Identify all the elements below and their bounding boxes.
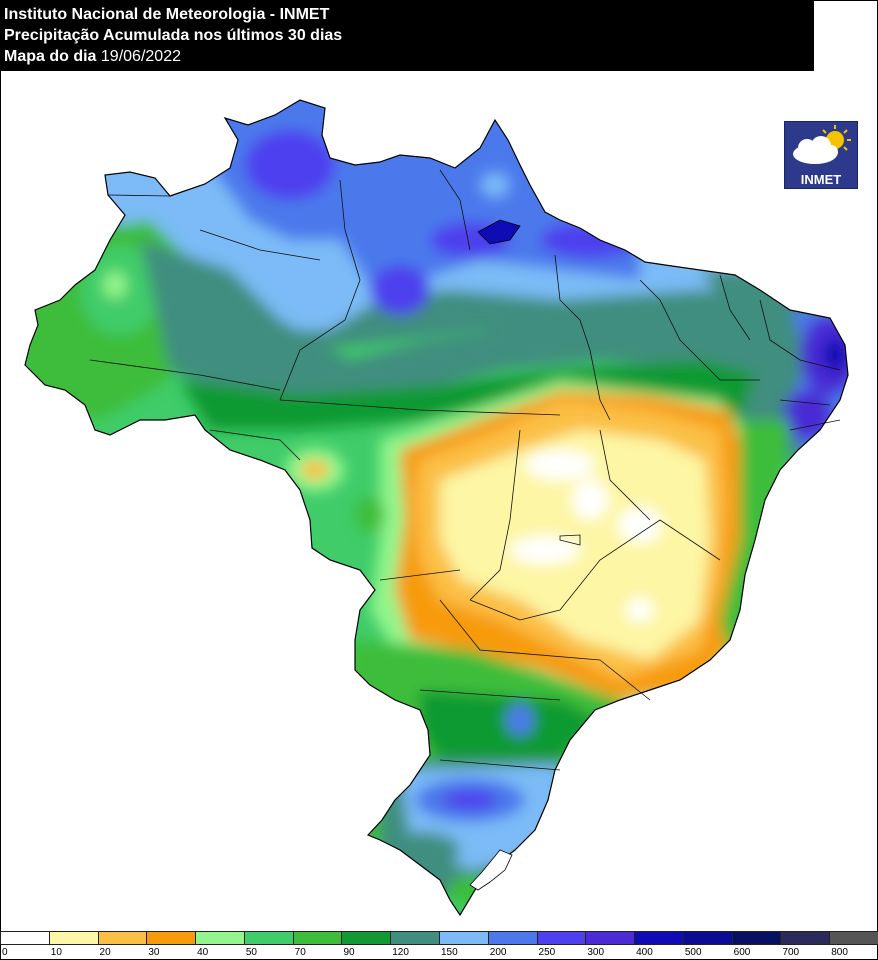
legend-swatch [0,931,50,945]
institute-title: Instituto Nacional de Meteorologia - INM… [4,6,330,23]
precipitation-map [24,99,849,917]
legend-swatch [97,931,148,945]
legend-swatch [780,931,831,945]
marajo-island [477,219,521,245]
legend-label: 70 [294,947,306,958]
legend-swatch [487,931,538,945]
legend-label: 30 [148,947,160,958]
legend-swatch [146,931,197,945]
map-date-line: Mapa do dia 19/06/2022 [4,46,814,67]
legend-label: 90 [343,947,355,958]
legend-swatch [243,931,294,945]
legend-swatch [634,931,684,945]
legend-label: 40 [197,947,209,958]
legend-label: 150 [441,947,458,958]
legend-colorbar: 0 10 20 30 40 50 70 90 120 150 200 250 300 400 500 600 7… [0,931,878,960]
legend-label: 20 [99,947,111,958]
legend-label: 50 [245,947,257,958]
legend-label: 250 [538,947,556,958]
legend-swatch [48,931,99,945]
legend-label: 120 [392,947,409,958]
legend-label: 600 [733,947,751,958]
legend-swatch [829,931,878,945]
legend-label: 300 [587,947,605,958]
legend-label: 10 [50,947,62,958]
legend-label: 500 [684,947,702,958]
legend-swatch [585,931,636,945]
precipitation-fill [25,100,848,915]
legend-label: 200 [489,947,507,958]
legend-label: 700 [782,947,800,958]
inmet-logo: INMET [784,121,858,189]
legend-swatch [439,931,489,945]
legend-swatch [195,931,245,945]
legend-swatch [390,931,440,945]
legend-swatch [536,931,587,945]
map-date: 19/06/2022 [100,48,181,65]
product-title: Precipitação Acumulada nos últimos 30 di… [4,27,343,44]
lagoa-dos-patos [469,849,513,891]
legend-label: 800 [831,947,848,958]
map-date-label: Mapa do dia [4,48,97,65]
legend-swatch [292,931,343,945]
cloud-sun-icon [793,125,851,164]
legend-swatch [341,931,392,945]
map-title-block: Instituto Nacional de Meteorologia - INM… [0,0,814,71]
legend-swatch [682,931,733,945]
logo-text: INMET [800,172,842,187]
country-border [24,99,849,917]
legend-label: 0 [2,947,8,958]
legend-swatch [731,931,782,945]
legend-label: 400 [636,947,653,958]
